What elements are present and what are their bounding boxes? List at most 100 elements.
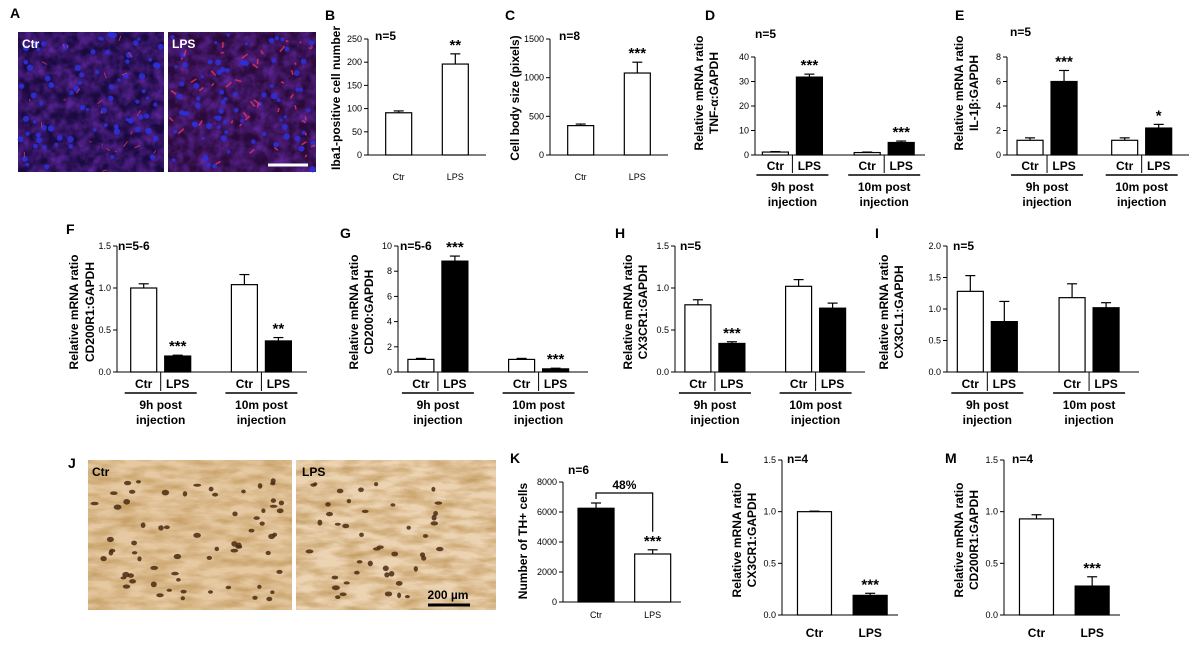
th-neuron — [331, 585, 340, 591]
th-neuron — [276, 508, 284, 514]
nucleus-dot — [125, 59, 130, 64]
th-neuron — [166, 588, 172, 592]
n-label: n=4 — [787, 452, 808, 466]
microglia-process — [177, 128, 185, 135]
chart-k: Kn=6 0 2000 4000 6000 8000 Number of TH+ cells… — [510, 450, 681, 620]
th-neuron — [252, 595, 258, 600]
y-axis-label-2: CX3CR1:GAPDH — [636, 265, 650, 360]
y-tick-label: 8 — [996, 52, 1001, 62]
microglia-process — [62, 43, 65, 48]
nucleus-dot — [223, 97, 228, 102]
bar — [634, 553, 672, 603]
nucleus-dot — [179, 81, 185, 87]
chart-e: En=5 0 2 4 6 8 Relative mRNA ratio IL-1β:GAPDH C… — [952, 7, 1189, 209]
x-tick-label: Ctr — [767, 159, 785, 173]
th-neuron — [150, 565, 159, 570]
y-tick-label: 0 — [539, 150, 544, 160]
nucleus-dot — [227, 150, 231, 154]
x-tick-label: LPS — [447, 172, 464, 182]
bar — [1092, 307, 1120, 373]
nucleus-dot — [93, 128, 97, 132]
microglia-process — [127, 52, 133, 58]
microglia-process — [168, 117, 174, 122]
bar — [1050, 80, 1078, 156]
nucleus-dot — [270, 93, 277, 100]
microglia-process — [260, 49, 264, 55]
nucleus-dot — [309, 166, 316, 173]
y-tick-label: 1.5 — [763, 455, 776, 465]
x-tick-label: LPS — [443, 377, 466, 391]
nucleus-dot — [207, 59, 213, 65]
microglia-process — [41, 61, 48, 65]
microglia-process — [190, 78, 197, 83]
nucleus-dot — [295, 87, 300, 92]
th-neuron — [336, 488, 344, 494]
bar — [407, 358, 435, 373]
nucleus-dot — [298, 87, 304, 93]
microglia-process — [114, 150, 118, 153]
bar — [230, 284, 258, 373]
nucleus-dot — [68, 144, 73, 149]
y-tick-label: 0 — [996, 150, 1001, 160]
chart-d: Dn=5 0 10 20 30 40 Relative mRNA ratio TNF-α:GA… — [692, 7, 925, 209]
x-tick-label: Ctr — [575, 172, 587, 182]
panel-letter: F — [66, 221, 75, 237]
panel-letter: G — [340, 225, 351, 241]
th-neuron — [382, 565, 389, 572]
y-tick-label: 6 — [387, 291, 392, 301]
nucleus-dot — [224, 68, 230, 73]
x-tick-label: LPS — [798, 159, 821, 173]
y-tick-label: 40 — [739, 52, 749, 62]
y-axis-label: Number of TH+ cells — [516, 483, 530, 600]
bar — [1111, 139, 1139, 156]
bar — [684, 304, 712, 373]
ihc-lps-texture — [296, 460, 496, 610]
nucleus-dot — [214, 115, 218, 119]
nucleus-dot — [138, 114, 144, 120]
nucleus-dot — [69, 90, 74, 95]
nucleus-dot — [77, 80, 82, 85]
th-neuron — [106, 536, 114, 543]
th-neuron — [241, 489, 246, 494]
bar — [567, 125, 595, 156]
nucleus-dot — [274, 36, 280, 41]
th-neuron — [404, 595, 410, 599]
microglia-process — [242, 111, 248, 118]
nucleus-dot — [61, 43, 68, 50]
y-tick-label: 30 — [739, 77, 749, 87]
y-tick-label: 1.5 — [928, 273, 941, 283]
x-tick-label: Ctr — [1021, 159, 1039, 173]
microglia-process — [308, 46, 312, 50]
significance-label: *** — [644, 533, 662, 550]
microglia-process — [277, 107, 280, 113]
bar — [853, 151, 881, 156]
th-neuron — [391, 551, 399, 557]
nucleus-dot — [179, 110, 185, 116]
th-neuron — [124, 480, 132, 486]
nucleus-dot — [22, 115, 30, 122]
n-label: n=6 — [568, 463, 589, 477]
th-neuron — [313, 482, 318, 486]
y-tick-label: 1.0 — [656, 283, 669, 293]
microglia-process — [290, 69, 294, 76]
n-label: n=5-6 — [118, 239, 150, 253]
nucleus-dot — [202, 155, 209, 162]
x-tick-label: Ctr — [393, 172, 405, 182]
nucleus-dot — [40, 124, 47, 131]
y-tick-label: 1.0 — [763, 507, 776, 517]
th-neuron — [248, 528, 255, 533]
th-neuron — [326, 511, 333, 517]
chart-f: Fn=5-6 0.0 0.5 1.0 1.5 Relative mRNA ratio CD2… — [66, 221, 307, 427]
group-label: injection — [768, 195, 817, 209]
n-label: n=4 — [1012, 452, 1033, 466]
nucleus-dot — [306, 108, 311, 113]
nucleus-dot — [300, 58, 307, 64]
th-neuron — [434, 501, 443, 505]
nucleus-dot — [30, 92, 37, 99]
y-tick-label: 0.5 — [98, 325, 111, 335]
significance-label: *** — [801, 57, 819, 74]
nucleus-dot — [283, 115, 287, 119]
